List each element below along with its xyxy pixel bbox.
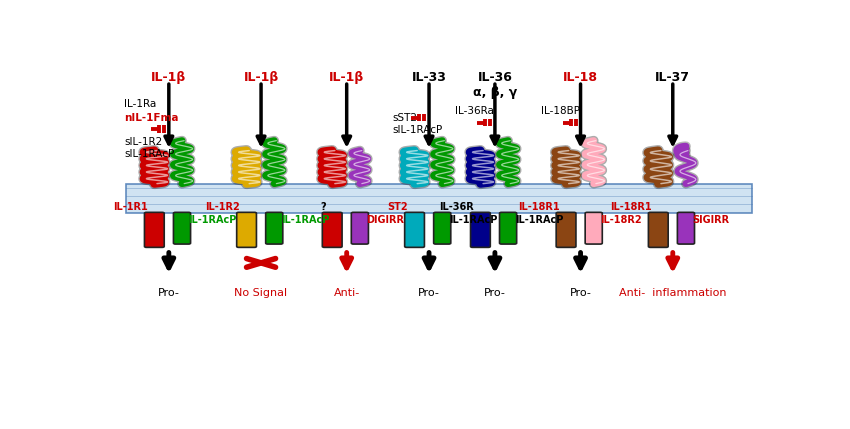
FancyBboxPatch shape: [173, 212, 190, 244]
FancyBboxPatch shape: [434, 212, 450, 244]
Text: IL-18R1: IL-18R1: [610, 202, 652, 211]
Text: Anti-  inflammation: Anti- inflammation: [619, 288, 727, 298]
Text: sST2: sST2: [393, 112, 418, 123]
Text: IL-1R2: IL-1R2: [205, 202, 240, 211]
Text: ST2: ST2: [388, 202, 408, 211]
Text: IL-18BP: IL-18BP: [541, 106, 580, 116]
FancyBboxPatch shape: [266, 212, 283, 244]
Text: IL-1RAcP: IL-1RAcP: [280, 215, 329, 225]
Text: IL-33: IL-33: [411, 71, 446, 85]
Text: Pro-: Pro-: [418, 288, 440, 298]
Text: IL-36Ra: IL-36Ra: [456, 106, 494, 116]
FancyBboxPatch shape: [144, 212, 164, 248]
Text: IL-1β: IL-1β: [329, 71, 365, 85]
FancyBboxPatch shape: [236, 212, 257, 248]
Text: IL-1RAcP: IL-1RAcP: [189, 215, 237, 225]
Text: ?: ?: [320, 202, 326, 211]
FancyBboxPatch shape: [351, 212, 368, 244]
Text: IL-1β: IL-1β: [151, 71, 186, 85]
Text: sIL-1RAcP: sIL-1RAcP: [393, 125, 443, 135]
FancyBboxPatch shape: [585, 212, 603, 244]
Text: IL-18R2: IL-18R2: [600, 215, 642, 225]
Text: No Signal: No Signal: [235, 288, 287, 298]
Text: nIL-1Fma: nIL-1Fma: [124, 112, 178, 123]
Text: IL-1R1: IL-1R1: [113, 202, 148, 211]
Text: SIGIRR: SIGIRR: [693, 215, 729, 225]
Text: IL-36
α, β, γ: IL-36 α, β, γ: [473, 71, 517, 99]
Text: IL-1RAcP: IL-1RAcP: [449, 215, 497, 225]
Text: sIL-1R2: sIL-1R2: [124, 137, 162, 147]
Text: IL-18R1: IL-18R1: [518, 202, 559, 211]
Text: IL-1RAcP: IL-1RAcP: [514, 215, 563, 225]
Text: IL-36R: IL-36R: [439, 202, 473, 211]
Bar: [126, 184, 751, 213]
Text: IL-18: IL-18: [563, 71, 598, 85]
FancyBboxPatch shape: [500, 212, 517, 244]
FancyBboxPatch shape: [322, 212, 342, 248]
Text: IL-1Ra: IL-1Ra: [124, 100, 156, 109]
FancyBboxPatch shape: [677, 212, 694, 244]
Text: Pro-: Pro-: [570, 288, 592, 298]
Text: Pro-: Pro-: [158, 288, 179, 298]
FancyBboxPatch shape: [471, 212, 490, 248]
Text: DIGIRR: DIGIRR: [366, 215, 405, 225]
Text: Anti-: Anti-: [333, 288, 360, 298]
Text: IL-37: IL-37: [655, 71, 690, 85]
FancyBboxPatch shape: [405, 212, 424, 248]
Text: sIL-1RAcP: sIL-1RAcP: [124, 149, 174, 159]
Text: Pro-: Pro-: [484, 288, 506, 298]
FancyBboxPatch shape: [556, 212, 576, 248]
Text: IL-1β: IL-1β: [243, 71, 279, 85]
FancyBboxPatch shape: [649, 212, 668, 248]
